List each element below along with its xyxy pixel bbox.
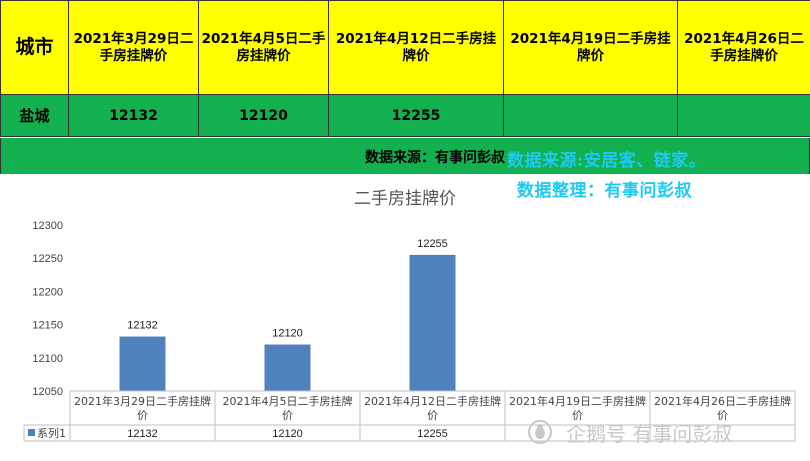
header-city: 城市 xyxy=(0,0,69,95)
y-tick-label: 12150 xyxy=(32,320,63,332)
header-date-4: 2021年4月19日二手房挂牌价 xyxy=(503,0,678,95)
bar-chart: 12050 12100 12150 12200 12250 12300 12132 12120… xyxy=(23,220,796,442)
watermark: 企鹅号 有事问彭叔 xyxy=(566,422,733,446)
table-row: 盐城 12132 12120 12255 xyxy=(0,94,810,137)
header-date-2: 2021年4月5日二手房挂牌价 xyxy=(198,0,329,95)
data-label: 12255 xyxy=(417,238,448,250)
header-date-1: 2021年3月29日二手房挂牌价 xyxy=(68,0,199,95)
value-cell-5 xyxy=(677,94,810,137)
table-value: 12132 xyxy=(127,428,158,440)
header-date-5: 2021年4月26日二手房挂牌价 xyxy=(677,0,810,95)
value-cell-3: 12255 xyxy=(328,94,504,137)
x-tick-label: 2021年4月5日二手房挂牌价 xyxy=(223,394,353,422)
legend-key xyxy=(28,429,35,436)
table-value: 12120 xyxy=(272,428,303,440)
value-cell-1: 12132 xyxy=(68,94,199,137)
value-cell-4 xyxy=(503,94,678,137)
bar xyxy=(119,336,166,391)
header-date-3: 2021年4月12日二手房挂牌价 xyxy=(328,0,504,95)
table-value: 12255 xyxy=(417,428,448,440)
x-tick-label: 2021年4月19日二手房挂牌价 xyxy=(509,394,646,422)
penguin-logo-icon xyxy=(528,420,552,444)
y-tick-label: 12250 xyxy=(32,253,63,265)
value-cell-2: 12120 xyxy=(198,94,329,137)
y-tick-label: 12100 xyxy=(32,353,63,365)
data-organizer-overlay: 数据整理：有事问彭叔 xyxy=(517,181,692,201)
x-tick-label: 2021年4月12日二手房挂牌价 xyxy=(364,394,501,422)
city-cell: 盐城 xyxy=(0,94,69,137)
bar xyxy=(409,254,456,391)
chart-title: 二手房挂牌价 xyxy=(354,189,456,209)
data-label: 12120 xyxy=(272,328,303,340)
y-tick-label: 12300 xyxy=(32,220,63,232)
table-header-row: 城市 2021年3月29日二手房挂牌价 2021年4月5日二手房挂牌价 2021… xyxy=(0,0,810,95)
source-line: 数据来源：有事问彭叔 xyxy=(365,150,505,166)
y-tick-label: 12200 xyxy=(32,286,63,298)
x-tick-label: 2021年3月29日二手房挂牌价 xyxy=(74,394,211,422)
series-name: 系列1 xyxy=(37,426,66,440)
bar xyxy=(264,344,311,391)
data-source-overlay: 数据来源:安居客、链家。 xyxy=(507,151,707,171)
price-table: 城市 2021年3月29日二手房挂牌价 2021年4月5日二手房挂牌价 2021… xyxy=(0,0,810,137)
source-band xyxy=(0,138,810,174)
data-label: 12132 xyxy=(127,320,158,332)
y-tick-label: 12050 xyxy=(32,386,63,398)
x-tick-label: 2021年4月26日二手房挂牌价 xyxy=(654,394,791,422)
